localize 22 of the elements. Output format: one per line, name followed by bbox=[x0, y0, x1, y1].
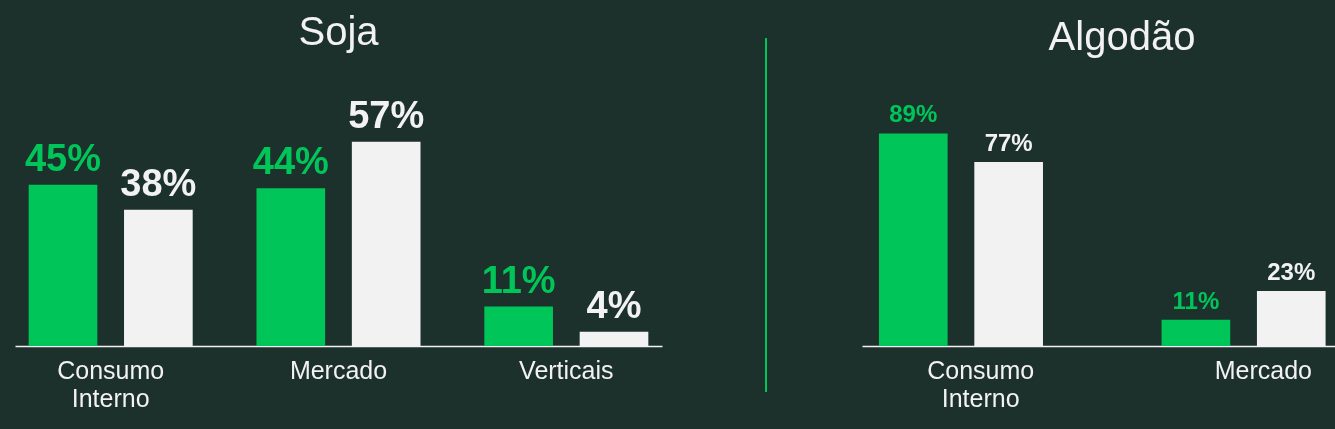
bar bbox=[484, 306, 553, 346]
data-label: 45% bbox=[24, 136, 102, 179]
data-label: 11% bbox=[1172, 286, 1220, 314]
chart-title: Soja bbox=[298, 8, 380, 53]
data-label: 57% bbox=[348, 93, 425, 136]
bar bbox=[256, 188, 326, 346]
data-label: 89% bbox=[889, 100, 938, 128]
x-tick-label: Mercado bbox=[289, 355, 388, 384]
x-tick-label: Consumo Interno bbox=[927, 355, 1035, 412]
data-label: 11% bbox=[481, 258, 556, 301]
data-label: 44% bbox=[252, 140, 329, 183]
x-tick-label: Verticais bbox=[519, 355, 614, 384]
bar bbox=[1161, 319, 1231, 346]
data-label: 77% bbox=[984, 129, 1033, 157]
data-label: 38% bbox=[120, 161, 197, 204]
chart-title: Algodão bbox=[1048, 14, 1196, 59]
x-tick-label: Mercado bbox=[1214, 355, 1312, 384]
bar bbox=[878, 133, 948, 346]
data-label: 23% bbox=[1267, 258, 1316, 286]
bar bbox=[28, 184, 98, 346]
data-label: 4% bbox=[586, 283, 642, 326]
x-tick-label: Consumo Interno bbox=[57, 355, 165, 412]
